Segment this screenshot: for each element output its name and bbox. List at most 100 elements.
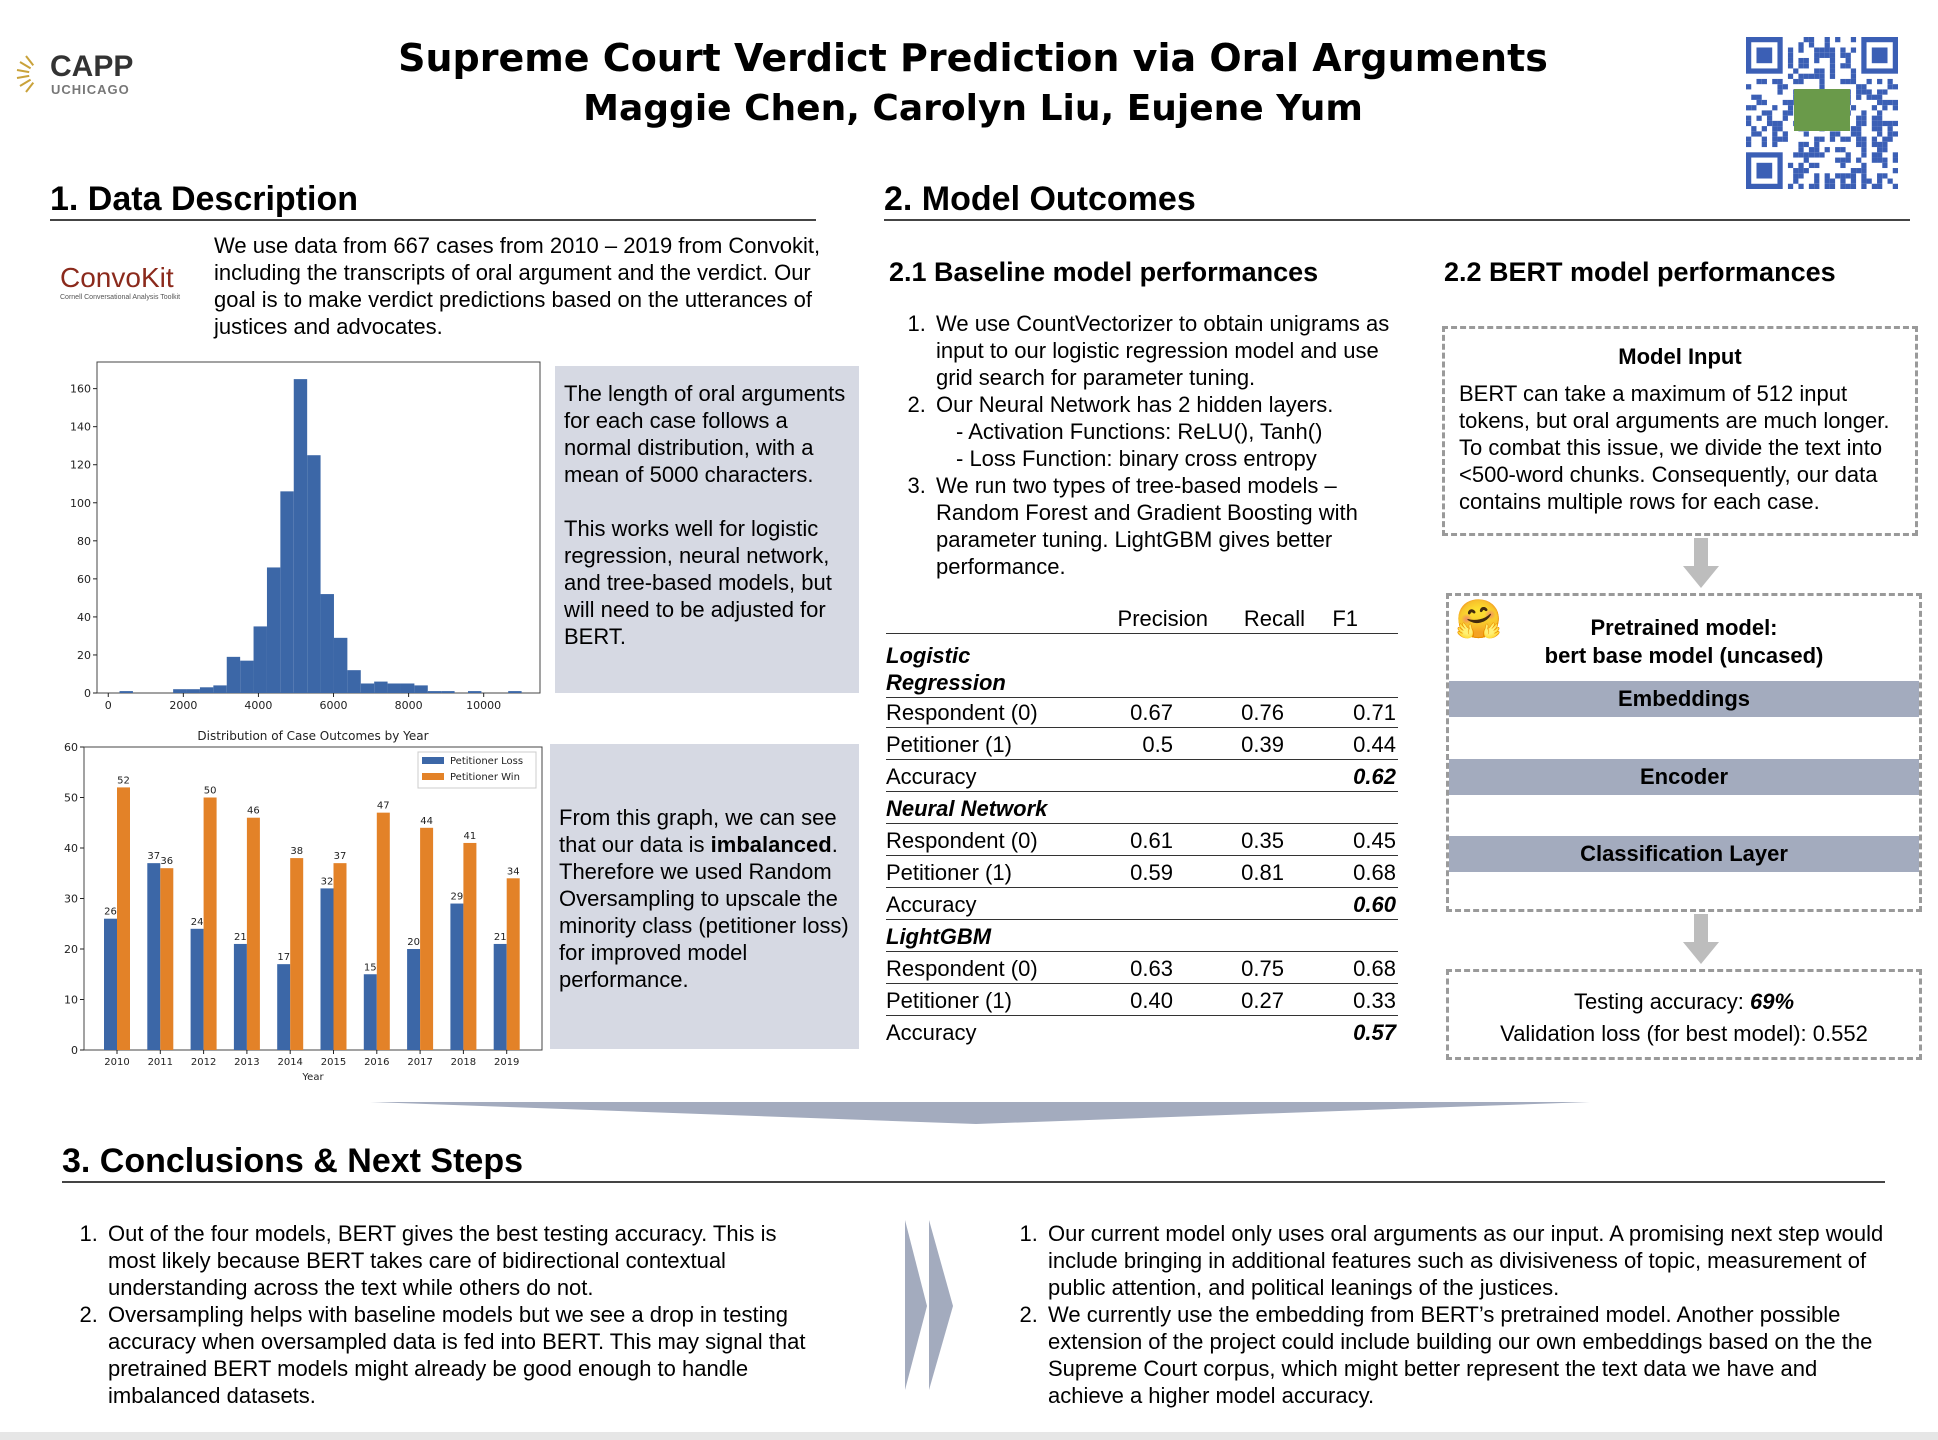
qr-module (1835, 173, 1841, 179)
histogram-bar (266, 567, 281, 693)
qr-module (1871, 120, 1878, 127)
qr-module (1856, 84, 1862, 90)
qr-module (1751, 131, 1757, 137)
qr-module (1829, 68, 1836, 74)
x-tick-label: 2013 (234, 1057, 259, 1068)
qr-module (1772, 136, 1778, 142)
histogram-bar (387, 683, 401, 693)
qr-module (1861, 89, 1867, 95)
table-row: Respondent (0) 0.61 0.35 0.45 (886, 826, 1398, 856)
model-name: Logistic Regression (886, 643, 1006, 695)
qr-module (1845, 63, 1851, 69)
qr-module (1892, 84, 1898, 90)
bar-petitioner-win (203, 797, 217, 1050)
data-label: 20 (407, 937, 420, 948)
qr-module (1861, 84, 1867, 90)
qr-module (1819, 78, 1825, 85)
qr-module (1835, 131, 1841, 137)
legend-label: Petitioner Loss (450, 756, 523, 767)
x-tick-label: 2018 (451, 1057, 476, 1068)
qr-code[interactable] (1746, 37, 1898, 189)
qr-module (1882, 141, 1888, 148)
qr-module (1840, 157, 1846, 163)
qr-module (1861, 110, 1867, 116)
qr-module (1814, 73, 1820, 79)
baseline-table: Precision Recall F1 Logistic Regression Res… (886, 604, 1398, 1054)
qr-module (1882, 105, 1888, 111)
qr-module (1777, 126, 1783, 132)
qr-module (1808, 147, 1815, 153)
qr-module (1798, 42, 1804, 48)
qr-module (1850, 131, 1857, 137)
qr-module (1835, 37, 1841, 43)
outcomes-bar-chart: Distribution of Case Outcomes by Year 0 10… (64, 729, 543, 1083)
qr-module (1840, 147, 1846, 153)
qr-module (1882, 147, 1888, 153)
qr-module (1772, 126, 1778, 132)
qr-module (1892, 105, 1898, 111)
x-tick-label: 2000 (169, 699, 197, 712)
qr-module (1777, 136, 1783, 142)
qr-module (1877, 126, 1883, 132)
pretrained-model-box: 🤗 Pretrained model: bert base model (unca… (1446, 593, 1922, 912)
qr-module (1819, 47, 1825, 53)
qr-module (1829, 131, 1836, 137)
bar-petitioner-loss (233, 943, 247, 1050)
bar-petitioner-win (506, 878, 520, 1050)
y-tick-label: 10 (64, 994, 78, 1007)
qr-module (1803, 63, 1809, 69)
data-intro: We use data from 667 cases from 2010 – 2… (214, 233, 821, 339)
baseline-heading: 2.1 Baseline model performances (889, 257, 1319, 287)
qr-module (1887, 136, 1893, 142)
qr-module (1877, 94, 1883, 100)
qr-module (1772, 141, 1778, 148)
table-row: Respondent (0) 0.63 0.75 0.68 (886, 954, 1398, 984)
qr-module (1866, 78, 1872, 85)
data-label: 38 (290, 846, 303, 857)
qr-module (1814, 183, 1820, 189)
x-tick-label: 2014 (277, 1057, 302, 1068)
histogram-bar (173, 689, 187, 693)
qr-module (1777, 78, 1783, 85)
bar-petitioner-loss (450, 903, 464, 1050)
y-tick-label: 60 (64, 741, 78, 754)
table-row: Petitioner (1) 0.59 0.81 0.68 (886, 858, 1398, 888)
qr-module (1803, 168, 1809, 174)
x-tick-label: 2012 (191, 1057, 216, 1068)
x-tick-label: 2016 (364, 1057, 389, 1068)
qr-module (1824, 47, 1830, 53)
section2-heading: 2. Model Outcomes (884, 180, 1910, 221)
qr-module (1871, 105, 1878, 111)
qr-module (1814, 152, 1820, 158)
qr-module (1814, 141, 1820, 148)
qr-module (1877, 157, 1883, 163)
qr-module (1793, 68, 1799, 74)
qr-module (1877, 78, 1883, 85)
qr-module (1856, 131, 1862, 137)
qr-module (1882, 89, 1888, 95)
data-label: 44 (420, 816, 433, 827)
histogram-bar (280, 491, 294, 693)
data-label: 15 (364, 962, 377, 973)
qr-module (1772, 105, 1778, 111)
qr-module (1850, 183, 1857, 189)
qr-module (1882, 120, 1888, 127)
qr-module (1856, 94, 1862, 100)
qr-module (1819, 52, 1825, 58)
qr-module (1798, 173, 1804, 179)
qr-module (1787, 110, 1794, 116)
bar-petitioner-win (117, 787, 130, 1050)
list-item: Oversampling helps with baseline models … (104, 1301, 824, 1409)
qr-module (1871, 94, 1878, 100)
qr-module (1845, 78, 1851, 85)
bar-petitioner-loss (493, 943, 507, 1050)
model-name: LightGBM (886, 922, 1398, 952)
qr-module (1787, 183, 1794, 189)
qr-module (1856, 126, 1862, 132)
qr-module (1877, 152, 1883, 158)
qr-module (1819, 152, 1825, 158)
y-tick-label: 0 (84, 687, 91, 700)
qr-module (1787, 47, 1794, 53)
qr-module (1840, 52, 1846, 58)
qr-module (1808, 183, 1815, 189)
